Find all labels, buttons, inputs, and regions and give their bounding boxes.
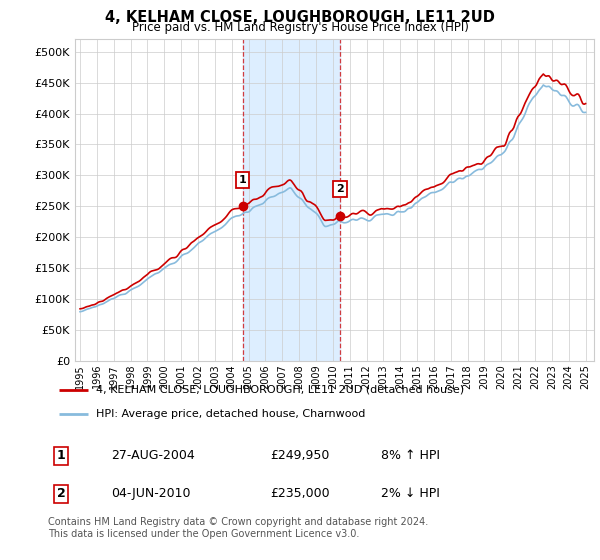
- Text: 8% ↑ HPI: 8% ↑ HPI: [380, 449, 440, 462]
- Text: 1: 1: [57, 449, 65, 462]
- Text: 2: 2: [336, 184, 344, 194]
- Text: 4, KELHAM CLOSE, LOUGHBOROUGH, LE11 2UD (detached house): 4, KELHAM CLOSE, LOUGHBOROUGH, LE11 2UD …: [95, 385, 464, 395]
- Text: 2: 2: [57, 487, 65, 500]
- Text: 4, KELHAM CLOSE, LOUGHBOROUGH, LE11 2UD: 4, KELHAM CLOSE, LOUGHBOROUGH, LE11 2UD: [105, 10, 495, 25]
- Text: Price paid vs. HM Land Registry's House Price Index (HPI): Price paid vs. HM Land Registry's House …: [131, 21, 469, 34]
- Text: 1: 1: [239, 175, 247, 185]
- Text: 2% ↓ HPI: 2% ↓ HPI: [380, 487, 440, 500]
- Text: HPI: Average price, detached house, Charnwood: HPI: Average price, detached house, Char…: [95, 409, 365, 419]
- Text: Contains HM Land Registry data © Crown copyright and database right 2024.
This d: Contains HM Land Registry data © Crown c…: [48, 517, 428, 539]
- Text: 04-JUN-2010: 04-JUN-2010: [112, 487, 191, 500]
- Text: £235,000: £235,000: [270, 487, 329, 500]
- Text: £249,950: £249,950: [270, 449, 329, 462]
- Bar: [242, 39, 340, 361]
- Text: 27-AUG-2004: 27-AUG-2004: [112, 449, 195, 462]
